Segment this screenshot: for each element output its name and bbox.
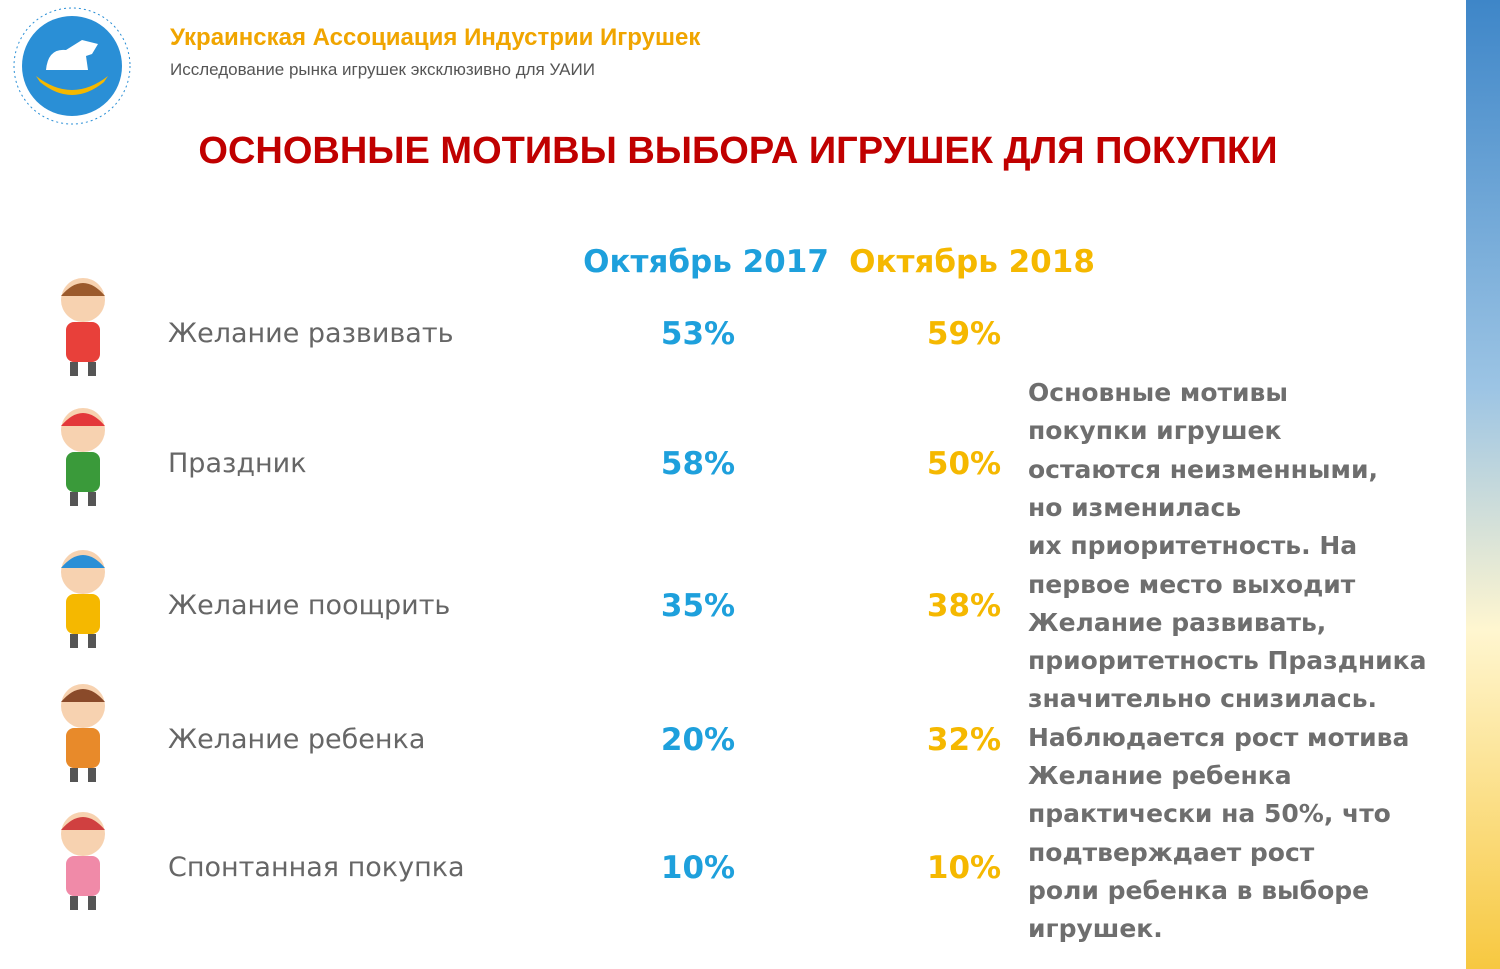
- child-illustration: [61, 278, 105, 376]
- note-line: Наблюдается рост мотива: [1028, 722, 1410, 752]
- value-2018: 32%: [926, 722, 1002, 758]
- note-line: покупки игрушек: [1028, 416, 1282, 446]
- org-subtitle: Исследование рынка игрушек эксклюзивно д…: [170, 60, 595, 79]
- slide-title: ОСНОВНЫЕ МОТИВЫ ВЫБОРА ИГРУШЕК ДЛЯ ПОКУП…: [198, 130, 1278, 172]
- value-2017: 35%: [660, 588, 736, 624]
- child-illustration: [61, 812, 105, 910]
- value-2017: 53%: [660, 316, 736, 352]
- note-line: но изменилась: [1028, 492, 1242, 522]
- column-header: Октябрь 2018: [849, 244, 1095, 280]
- row-label: Желание ребенка: [168, 724, 426, 755]
- note-line: игрушек.: [1028, 914, 1163, 944]
- row-label: Праздник: [168, 448, 307, 479]
- value-2017: 10%: [660, 850, 736, 886]
- note-line: их приоритетность. На: [1028, 531, 1358, 561]
- row-label: Спонтанная покупка: [168, 852, 465, 883]
- note-line: роли ребенка в выборе: [1028, 875, 1370, 905]
- row-label: Желание поощрить: [168, 590, 451, 621]
- child-illustration: [61, 408, 105, 506]
- value-2018: 38%: [926, 588, 1002, 624]
- logo: [13, 7, 131, 125]
- org-name: Украинская Ассоциация Индустрии Игрушек: [170, 24, 701, 51]
- note-line: Желание развивать,: [1028, 607, 1327, 637]
- row-label: Желание развивать: [168, 318, 454, 349]
- child-illustration: [61, 684, 105, 782]
- note-line: остаются неизменными,: [1028, 454, 1378, 484]
- note-line: значительно снизилась.: [1028, 684, 1378, 714]
- note-line: Желание ребенка: [1028, 761, 1292, 790]
- value-2017: 58%: [660, 446, 736, 482]
- value-2018: 59%: [926, 316, 1002, 352]
- value-2018: 10%: [926, 850, 1002, 886]
- value-2018: 50%: [926, 446, 1002, 482]
- note-line: практически на 50%, что: [1028, 799, 1391, 829]
- note-line: подтверждает рост: [1028, 837, 1315, 867]
- value-2017: 20%: [660, 722, 736, 758]
- child-illustration: [61, 550, 105, 648]
- note-line: Основные мотивы: [1028, 378, 1288, 407]
- note-line: приоритетность Праздника: [1028, 646, 1427, 676]
- decor-strip: [1466, 0, 1500, 969]
- note-line: первое место выходит: [1028, 569, 1356, 599]
- column-header: Октябрь 2017: [583, 244, 829, 280]
